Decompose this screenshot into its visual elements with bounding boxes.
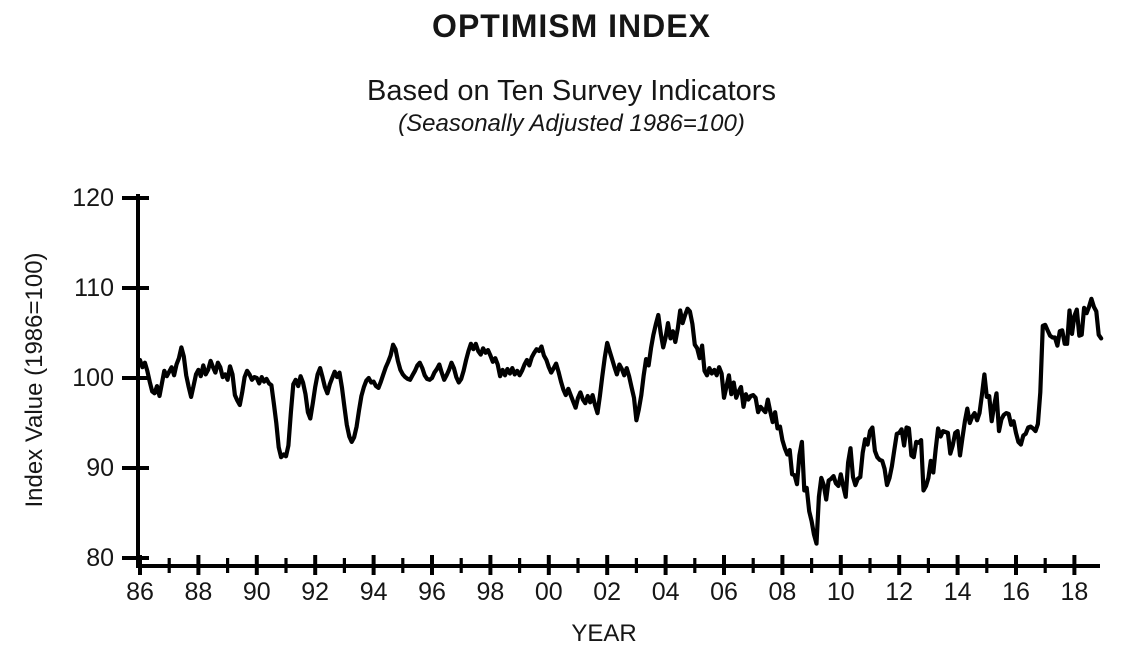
x-axis: 86 88 90 92 94 96 98 00 02 04 06 08 10 12 14 16 18 [126,555,1100,606]
x-tick-label: 86 [126,578,154,606]
x-axis-title: YEAR [571,620,636,647]
x-tick-label: 08 [768,578,796,606]
y-tick-label: 80 [86,544,114,572]
y-axis: 80 90 100 110 120 [72,184,149,572]
x-tick-label: 16 [1002,578,1030,606]
y-tick-label: 120 [72,184,114,212]
x-tick-label: 90 [243,578,271,606]
x-tick-label: 10 [827,578,855,606]
x-tick-label: 96 [418,578,446,606]
y-tick-label: 90 [86,454,114,482]
x-tick-label: 18 [1060,578,1088,606]
optimism-index-line [137,296,1104,546]
x-tick-label: 94 [360,578,388,606]
y-tick-label: 110 [74,274,114,302]
chart-subtitle-note: (Seasonally Adjusted 1986=100) [398,110,745,137]
x-tick-label: 02 [593,578,621,606]
x-tick-label: 98 [476,578,504,606]
x-tick-label: 92 [301,578,329,606]
x-tick-label: 12 [885,578,913,606]
x-tick-label: 04 [652,578,680,606]
x-tick-label: 06 [710,578,738,606]
y-axis-title: Index Value (1986=100) [21,252,48,507]
x-tick-label: 00 [535,578,563,606]
chart-title: OPTIMISM INDEX [432,8,711,44]
x-tick-label: 88 [184,578,212,606]
x-tick-label: 14 [944,578,972,606]
chart-subtitle: Based on Ten Survey Indicators [367,75,776,107]
y-tick-label: 100 [72,364,114,392]
